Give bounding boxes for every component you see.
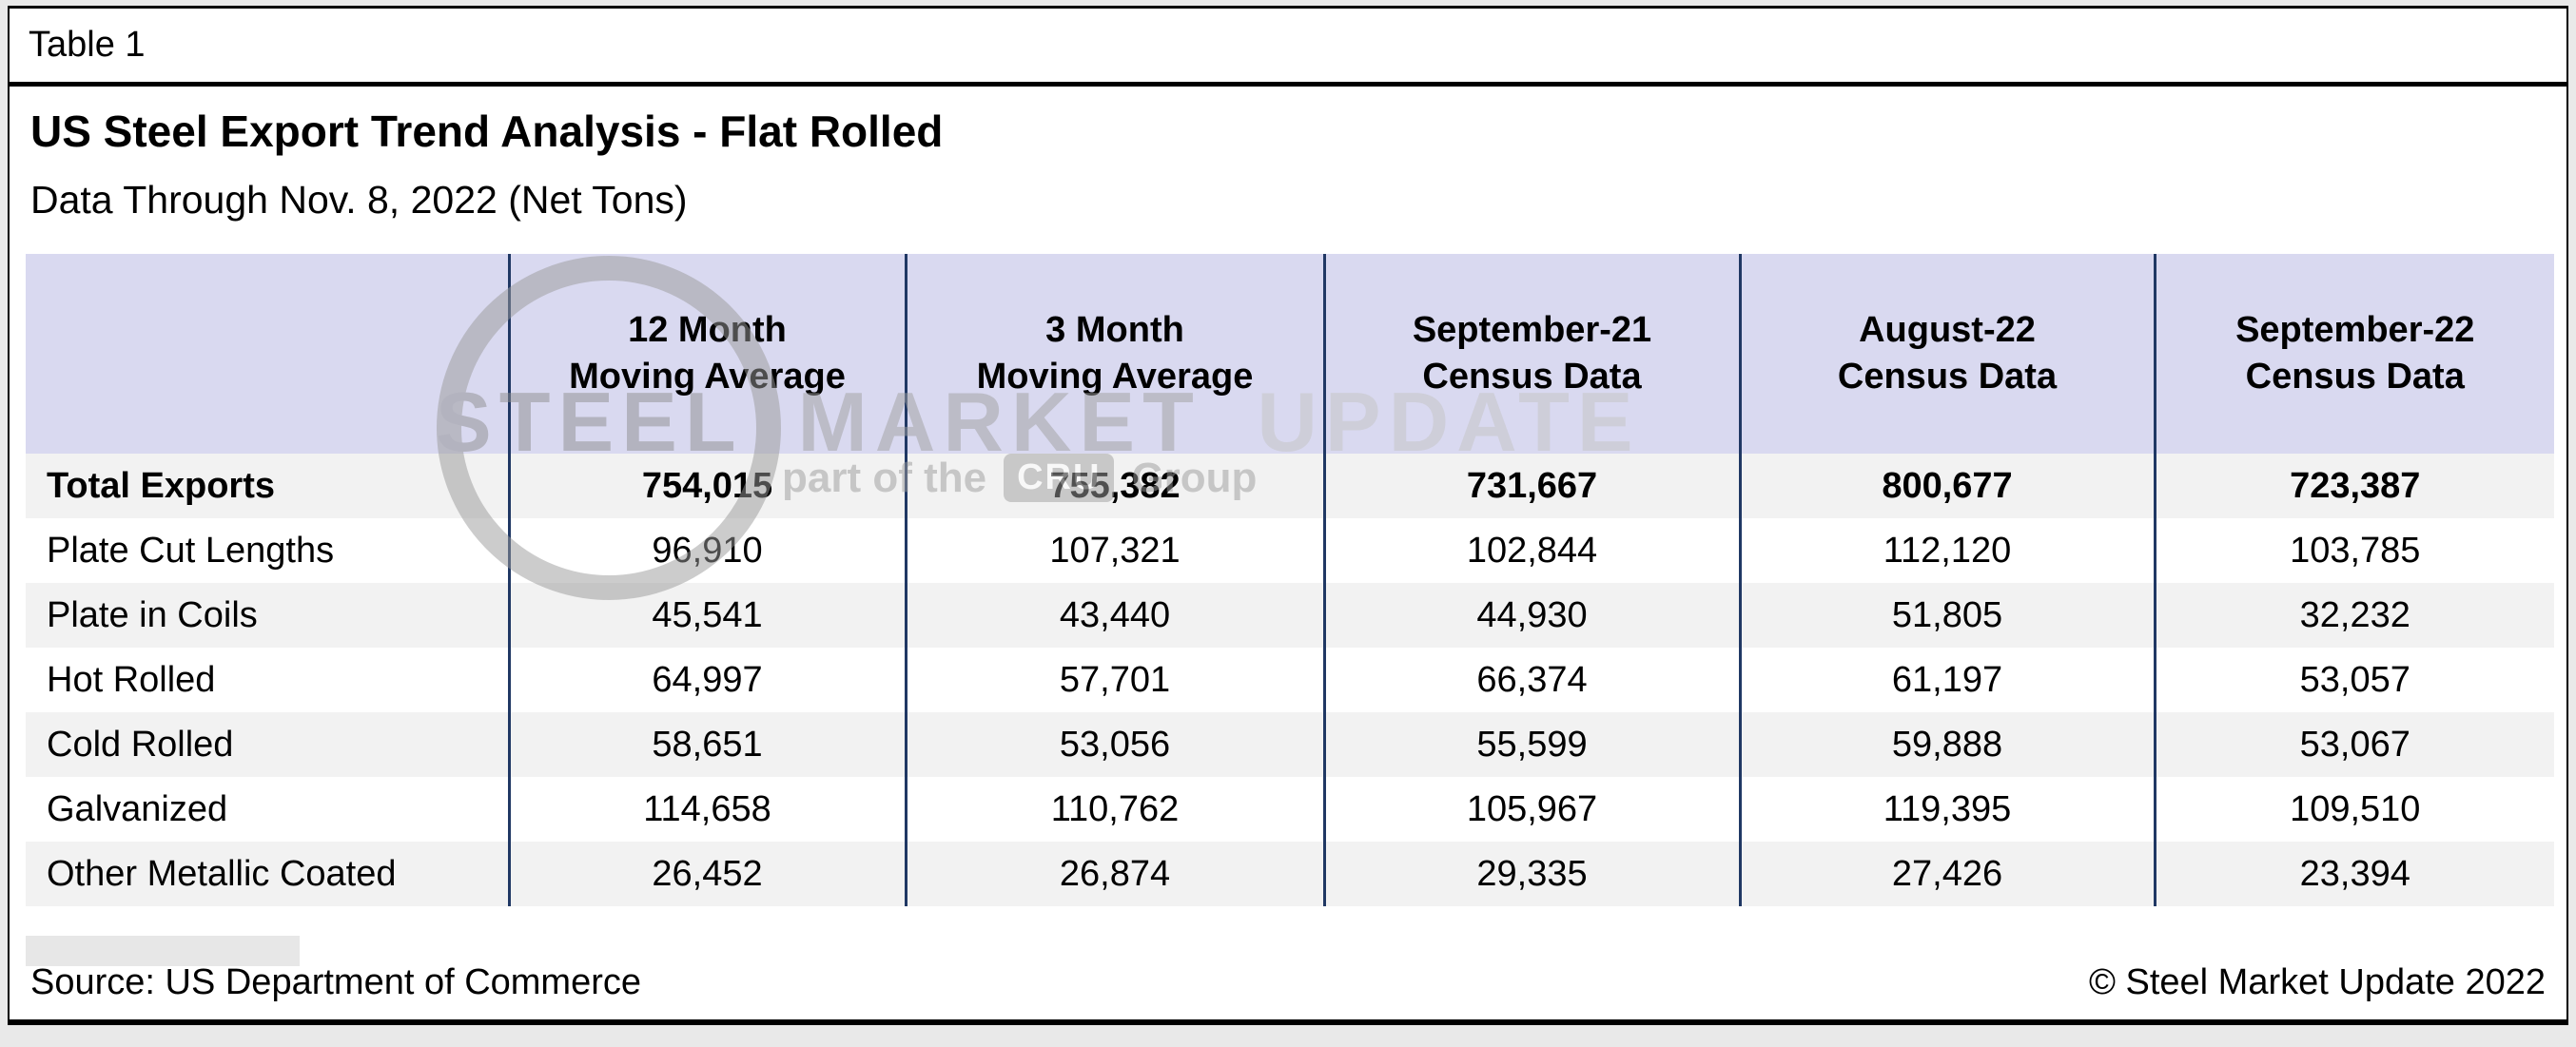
row-label: Cold Rolled (47, 724, 234, 765)
row-label: Other Metallic Coated (47, 853, 397, 894)
cell-value: 27,426 (1738, 842, 2155, 906)
cell-value: 44,930 (1322, 583, 1740, 648)
cell-value: 102,844 (1322, 518, 1740, 583)
table-row: Other Metallic Coated 26,452 26,874 29,335 2… (26, 842, 2554, 906)
table-row: Hot Rolled 64,997 57,701 66,374 61,197 53,057 (26, 648, 2554, 712)
cell-value: 96,910 (507, 518, 906, 583)
table-row: Galvanized 114,658 110,762 105,967 119,395 10… (26, 777, 2554, 842)
row-label: Plate in Coils (47, 594, 258, 635)
cell-value: 53,057 (2153, 648, 2554, 712)
cell-value: 55,599 (1322, 712, 1740, 777)
page-title: US Steel Export Trend Analysis - Flat Ro… (30, 107, 944, 156)
column-header: September-21 Census Data (1322, 254, 1740, 454)
cell-value: 800,677 (1738, 454, 2155, 518)
table-label: Table 1 (29, 25, 146, 65)
cell-value: 723,387 (2153, 454, 2554, 518)
cell-value: 754,015 (507, 454, 906, 518)
cell-value: 110,762 (904, 777, 1324, 842)
cell-value: 26,874 (904, 842, 1324, 906)
cell-value: 731,667 (1322, 454, 1740, 518)
source-note: Source: US Department of Commerce (30, 961, 642, 1002)
page-subtitle: Data Through Nov. 8, 2022 (Net Tons) (30, 178, 688, 222)
column-header (26, 254, 509, 454)
table-label-bar: Table 1 (10, 9, 2566, 87)
column-header: September-22 Census Data (2153, 254, 2554, 454)
cell-value: 57,701 (904, 648, 1324, 712)
row-label: Hot Rolled (47, 659, 216, 700)
cell-value: 66,374 (1322, 648, 1740, 712)
table-row: Plate Cut Lengths 96,910 107,321 102,844 112… (26, 518, 2554, 583)
cell-value: 119,395 (1738, 777, 2155, 842)
cell-value: 29,335 (1322, 842, 1740, 906)
bottom-left-artifact (26, 936, 300, 966)
row-label: Galvanized (47, 788, 228, 829)
footer: Source: US Department of Commerce © Stee… (30, 960, 2546, 1005)
table-row: Cold Rolled 58,651 53,056 55,599 59,888 53,06… (26, 712, 2554, 777)
cell-value: 43,440 (904, 583, 1324, 648)
table-row: Total Exports 754,015 755,382 731,667 800,67… (26, 454, 2554, 518)
cell-value: 107,321 (904, 518, 1324, 583)
row-label: Plate Cut Lengths (47, 530, 335, 571)
cell-value: 26,452 (507, 842, 906, 906)
cell-value: 53,056 (904, 712, 1324, 777)
cell-value: 53,067 (2153, 712, 2554, 777)
cell-value: 58,651 (507, 712, 906, 777)
column-header: 3 Month Moving Average (904, 254, 1324, 454)
cell-value: 32,232 (2153, 583, 2554, 648)
table-figure-panel: Table 1 US Steel Export Trend Analysis -… (8, 6, 2568, 1025)
column-header: 12 Month Moving Average (507, 254, 906, 454)
cell-value: 114,658 (507, 777, 906, 842)
cell-value: 23,394 (2153, 842, 2554, 906)
copyright-note: © Steel Market Update 2022 (2088, 961, 2546, 1002)
column-header: August-22 Census Data (1738, 254, 2155, 454)
cell-value: 103,785 (2153, 518, 2554, 583)
cell-value: 59,888 (1738, 712, 2155, 777)
header-row: 12 Month Moving Average 3 Month Moving Aver… (26, 254, 2554, 454)
row-label: Total Exports (47, 465, 275, 506)
table-row: Plate in Coils 45,541 43,440 44,930 51,805 32… (26, 583, 2554, 648)
cell-value: 51,805 (1738, 583, 2155, 648)
cell-value: 109,510 (2153, 777, 2554, 842)
cell-value: 112,120 (1738, 518, 2155, 583)
export-table: 12 Month Moving Average 3 Month Moving Aver… (26, 254, 2554, 906)
cell-value: 755,382 (904, 454, 1324, 518)
cell-value: 61,197 (1738, 648, 2155, 712)
cell-value: 64,997 (507, 648, 906, 712)
cell-value: 45,541 (507, 583, 906, 648)
cell-value: 105,967 (1322, 777, 1740, 842)
